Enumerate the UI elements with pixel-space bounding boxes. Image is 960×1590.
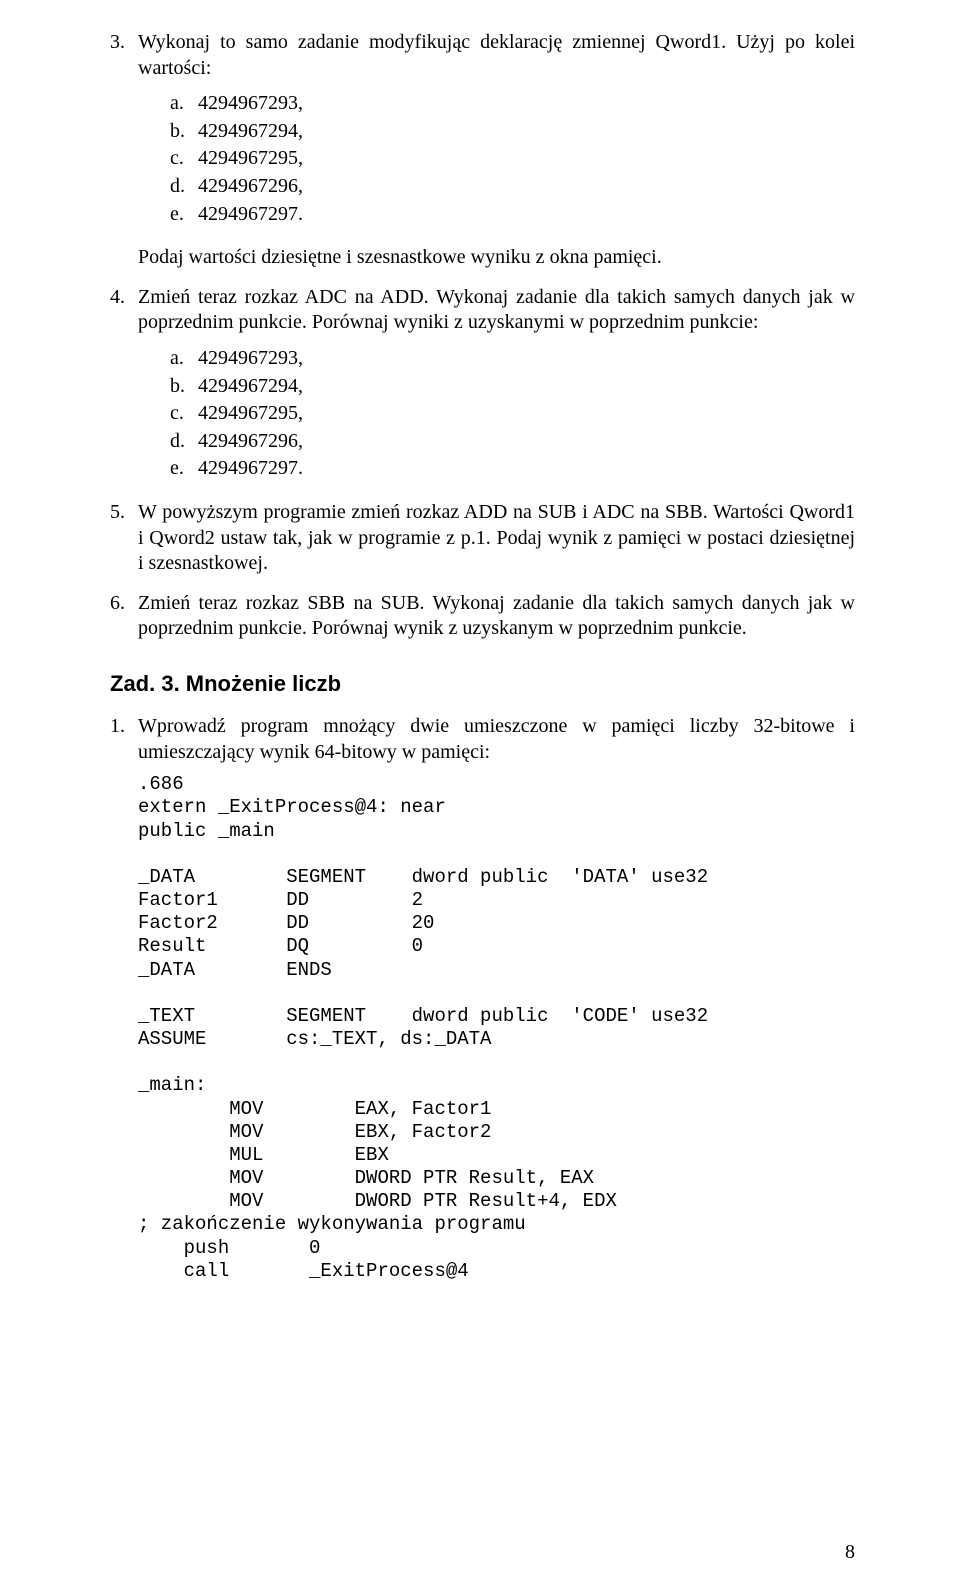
sub-letter: d. — [170, 174, 198, 200]
sublist-item: a.4294967293, — [170, 91, 855, 117]
sub-value: 4294967294, — [198, 119, 303, 145]
sub-letter: e. — [170, 202, 198, 228]
sublist-item: d.4294967296, — [170, 174, 855, 200]
sublist-item: d.4294967296, — [170, 429, 855, 455]
sub-value: 4294967297. — [198, 202, 303, 228]
sub-value: 4294967293, — [198, 91, 303, 117]
code-line: public _main — [138, 820, 275, 842]
item-number: 3. — [110, 30, 138, 81]
code-line: MOV DWORD PTR Result+4, EDX — [138, 1190, 617, 1212]
item3-followup: Podaj wartości dziesiętne i szesnastkowe… — [138, 245, 855, 271]
list-item-4: 4. Zmień teraz rozkaz ADC na ADD. Wykona… — [110, 285, 855, 336]
sub-letter: a. — [170, 91, 198, 117]
sub-letter: b. — [170, 374, 198, 400]
item-text: Zmień teraz rozkaz SBB na SUB. Wykonaj z… — [138, 591, 855, 642]
sublist-item: c.4294967295, — [170, 401, 855, 427]
code-line: call _ExitProcess@4 — [138, 1260, 469, 1282]
code-line: ASSUME cs:_TEXT, ds:_DATA — [138, 1028, 491, 1050]
sub-letter: c. — [170, 401, 198, 427]
code-line: Factor1 DD 2 — [138, 889, 423, 911]
code-line: Factor2 DD 20 — [138, 912, 434, 934]
code-line: push 0 — [138, 1237, 320, 1259]
item-text: Wprowadź program mnożący dwie umieszczon… — [138, 714, 855, 765]
code-line: MOV DWORD PTR Result, EAX — [138, 1167, 594, 1189]
sub-value: 4294967295, — [198, 146, 303, 172]
item-number: 1. — [110, 714, 138, 765]
code-line: _DATA ENDS — [138, 959, 332, 981]
section-heading: Zad. 3. Mnożenie liczb — [110, 670, 855, 698]
sub-value: 4294967297. — [198, 456, 303, 482]
sub-letter: d. — [170, 429, 198, 455]
z3-list-item-1: 1. Wprowadź program mnożący dwie umieszc… — [110, 714, 855, 765]
sub-value: 4294967296, — [198, 174, 303, 200]
sub-value: 4294967293, — [198, 346, 303, 372]
code-line: MUL EBX — [138, 1144, 389, 1166]
code-block: .686 extern _ExitProcess@4: near public … — [138, 773, 855, 1283]
sublist-item: b.4294967294, — [170, 119, 855, 145]
sublist-4: a.4294967293, b.4294967294, c.4294967295… — [170, 346, 855, 482]
item-number: 5. — [110, 500, 138, 577]
sub-letter: e. — [170, 456, 198, 482]
sublist-item: a.4294967293, — [170, 346, 855, 372]
page-number: 8 — [845, 1540, 855, 1566]
code-line: MOV EBX, Factor2 — [138, 1121, 491, 1143]
sub-letter: c. — [170, 146, 198, 172]
sublist-item: e.4294967297. — [170, 202, 855, 228]
item-number: 4. — [110, 285, 138, 336]
code-line: .686 — [138, 773, 184, 795]
list-item-5: 5. W powyższym programie zmień rozkaz AD… — [110, 500, 855, 577]
code-line: _DATA SEGMENT dword public 'DATA' use32 — [138, 866, 708, 888]
item-text: W powyższym programie zmień rozkaz ADD n… — [138, 500, 855, 577]
sub-value: 4294967294, — [198, 374, 303, 400]
sub-value: 4294967296, — [198, 429, 303, 455]
sub-value: 4294967295, — [198, 401, 303, 427]
document-page: 3. Wykonaj to samo zadanie modyfikując d… — [0, 0, 960, 1590]
sublist-item: b.4294967294, — [170, 374, 855, 400]
code-line: Result DQ 0 — [138, 935, 423, 957]
sublist-3: a.4294967293, b.4294967294, c.4294967295… — [170, 91, 855, 227]
sub-letter: a. — [170, 346, 198, 372]
list-item-6: 6. Zmień teraz rozkaz SBB na SUB. Wykona… — [110, 591, 855, 642]
sublist-item: c.4294967295, — [170, 146, 855, 172]
item-number: 6. — [110, 591, 138, 642]
list-item-3: 3. Wykonaj to samo zadanie modyfikując d… — [110, 30, 855, 81]
code-line: _main: — [138, 1074, 206, 1096]
code-line: ; zakończenie wykonywania programu — [138, 1213, 526, 1235]
sub-letter: b. — [170, 119, 198, 145]
code-line: _TEXT SEGMENT dword public 'CODE' use32 — [138, 1005, 708, 1027]
code-line: MOV EAX, Factor1 — [138, 1098, 491, 1120]
code-line: extern _ExitProcess@4: near — [138, 796, 446, 818]
item-text: Wykonaj to samo zadanie modyfikując dekl… — [138, 30, 855, 81]
sublist-item: e.4294967297. — [170, 456, 855, 482]
item-text: Zmień teraz rozkaz ADC na ADD. Wykonaj z… — [138, 285, 855, 336]
